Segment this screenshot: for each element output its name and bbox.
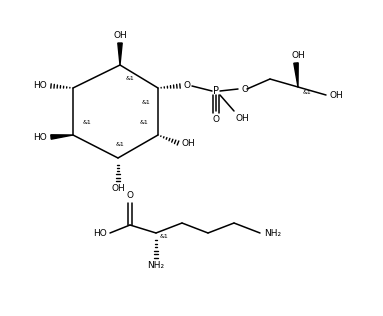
Text: OH: OH [111,184,125,193]
Text: &1: &1 [83,120,92,125]
Text: OH: OH [330,90,344,100]
Text: &1: &1 [140,120,148,125]
Text: OH: OH [236,114,250,123]
Text: &1: &1 [116,142,124,147]
Text: &1: &1 [142,100,151,105]
Text: NH₂: NH₂ [147,261,165,270]
Text: HO: HO [33,82,47,90]
Text: O: O [126,191,134,200]
Polygon shape [51,135,73,139]
Text: O: O [242,84,249,94]
Text: &1: &1 [126,76,134,82]
Text: O: O [213,115,219,124]
Polygon shape [118,43,122,65]
Polygon shape [294,63,298,87]
Text: OH: OH [182,138,196,148]
Text: HO: HO [33,132,47,142]
Text: P: P [213,86,219,96]
Text: OH: OH [291,51,305,60]
Text: O: O [184,82,191,90]
Text: &1: &1 [160,234,169,240]
Text: OH: OH [113,31,127,40]
Text: &1: &1 [303,89,312,94]
Text: HO: HO [93,228,107,238]
Text: NH₂: NH₂ [264,228,281,238]
